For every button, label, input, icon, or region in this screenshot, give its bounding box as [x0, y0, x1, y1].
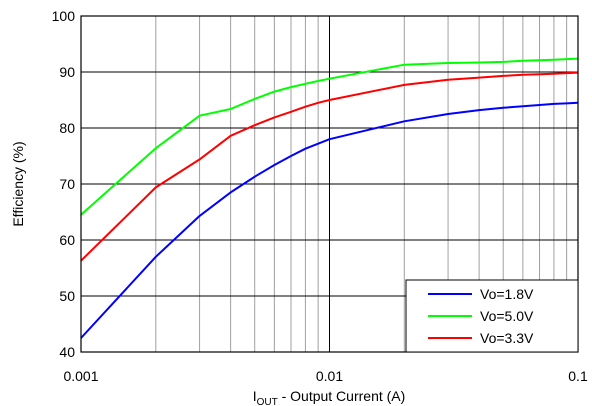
- y-tick-label: 60: [59, 232, 75, 248]
- x-axis-label: IOUT - Output Current (A): [253, 388, 406, 406]
- x-tick-labels: 0.001 0.01 0.1: [63, 368, 587, 384]
- y-tick-labels: 40 50 60 70 80 90 100: [52, 8, 76, 360]
- x-tick-label: 0.01: [316, 368, 343, 384]
- x-tick-label: 0.1: [568, 368, 588, 384]
- series-line-vo-5-0v: [80, 57, 579, 216]
- series-lines: [80, 57, 579, 339]
- y-tick-label: 90: [59, 64, 75, 80]
- y-tick-label: 40: [59, 344, 75, 360]
- y-axis-label: Efficiency (%): [10, 141, 26, 226]
- x-tick-label: 0.001: [63, 368, 98, 384]
- legend: Vo=1.8V Vo=5.0V Vo=3.3V: [405, 279, 579, 353]
- x-axis-label-subscript: OUT: [257, 397, 278, 406]
- series-line-vo-3-3v: [80, 71, 579, 262]
- series-line-vo-1-8v: [80, 101, 579, 339]
- y-tick-label: 70: [59, 176, 75, 192]
- plot-frame: [80, 15, 579, 353]
- x-axis-label-main: I: [253, 388, 257, 404]
- legend-entry: Vo=5.0V: [480, 308, 534, 324]
- x-axis-label-rest: - Output Current (A): [278, 388, 406, 404]
- y-tick-label: 100: [52, 8, 76, 24]
- y-tick-label: 80: [59, 120, 75, 136]
- y-tick-label: 50: [59, 288, 75, 304]
- legend-entry: Vo=1.8V: [480, 286, 534, 302]
- legend-entry: Vo=3.3V: [480, 330, 534, 346]
